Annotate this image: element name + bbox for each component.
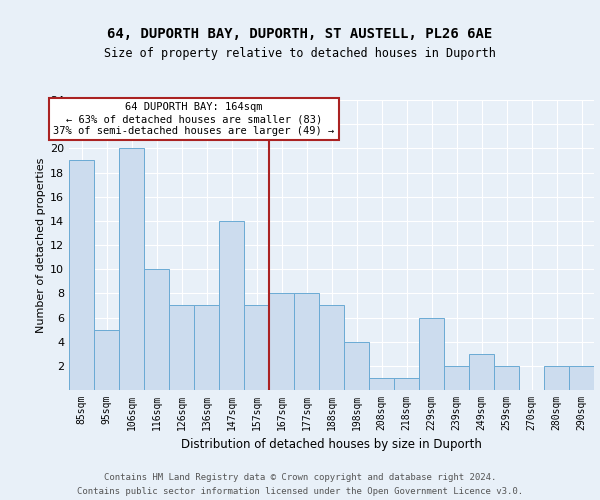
Bar [394,378,419,390]
Text: Contains public sector information licensed under the Open Government Licence v3: Contains public sector information licen… [77,488,523,496]
Bar [144,269,169,390]
Bar [444,366,469,390]
Bar [319,306,344,390]
Bar [494,366,519,390]
Bar [244,306,269,390]
Bar [119,148,144,390]
Y-axis label: Number of detached properties: Number of detached properties [36,158,46,332]
Bar [94,330,119,390]
Bar [544,366,569,390]
Bar [69,160,94,390]
Bar [569,366,594,390]
Bar [169,306,194,390]
Text: 64 DUPORTH BAY: 164sqm
← 63% of detached houses are smaller (83)
37% of semi-det: 64 DUPORTH BAY: 164sqm ← 63% of detached… [53,102,335,136]
Bar [269,294,294,390]
X-axis label: Distribution of detached houses by size in Duporth: Distribution of detached houses by size … [181,438,482,452]
Text: 64, DUPORTH BAY, DUPORTH, ST AUSTELL, PL26 6AE: 64, DUPORTH BAY, DUPORTH, ST AUSTELL, PL… [107,28,493,42]
Bar [344,342,369,390]
Bar [369,378,394,390]
Bar [194,306,219,390]
Bar [419,318,444,390]
Text: Size of property relative to detached houses in Duporth: Size of property relative to detached ho… [104,48,496,60]
Bar [469,354,494,390]
Text: Contains HM Land Registry data © Crown copyright and database right 2024.: Contains HM Land Registry data © Crown c… [104,472,496,482]
Bar [294,294,319,390]
Bar [219,221,244,390]
